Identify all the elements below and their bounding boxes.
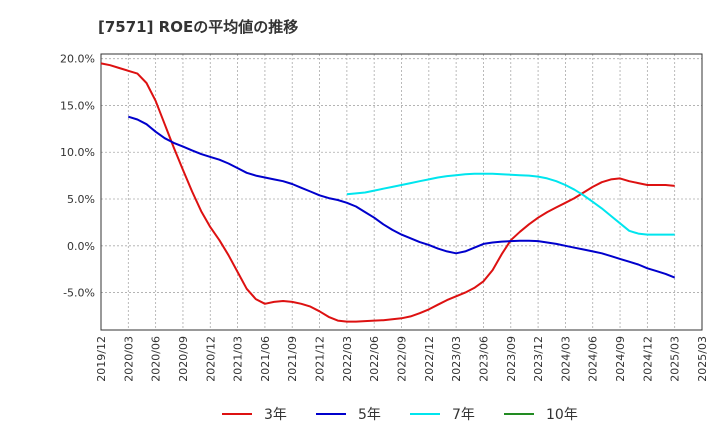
- grid: [100, 54, 703, 330]
- x-tick-label: 2024/06: [587, 336, 600, 382]
- x-tick-label: 2021/03: [232, 336, 245, 382]
- x-tick-label: 2020/03: [122, 336, 135, 382]
- series-lines: [100, 62, 676, 323]
- chart-title: [7571] ROEの平均値の推移: [98, 18, 298, 36]
- x-tick-label: 2023/03: [450, 336, 463, 382]
- x-tick-label: 2022/03: [341, 336, 354, 382]
- x-tick-label: 2024/12: [641, 336, 654, 382]
- x-tick-label: 2021/09: [286, 336, 299, 382]
- x-tick-label: 2022/12: [423, 336, 436, 382]
- y-tick-label: 20.0%: [60, 53, 95, 66]
- legend-label: 5年: [358, 407, 381, 423]
- x-tick-label: 2020/12: [204, 336, 217, 382]
- x-tick-label: 2023/09: [505, 336, 518, 382]
- x-tick-label: 2020/09: [177, 336, 190, 382]
- x-tick-label: 2020/06: [150, 336, 163, 382]
- x-tick-label: 2021/12: [314, 336, 327, 382]
- x-axis: 2019/12 2020/03 2020/06 2020/09 2020/12 2021/…: [95, 336, 709, 382]
- y-tick-label: 5.0%: [67, 193, 95, 206]
- legend: 3年 5年 7年 10年: [222, 407, 578, 423]
- x-tick-label: 2022/09: [396, 336, 409, 382]
- legend-label: 3年: [264, 407, 287, 423]
- x-tick-label: 2021/06: [259, 336, 272, 382]
- series-line-3年: [100, 62, 675, 323]
- y-axis: 20.0% 15.0% 10.0% 5.0% 0.0% -5.0%: [60, 53, 95, 300]
- x-tick-label: 2019/12: [95, 336, 108, 382]
- legend-label: 10年: [546, 407, 578, 423]
- x-tick-label: 2023/12: [532, 336, 545, 382]
- x-tick-label: 2022/06: [368, 336, 381, 382]
- y-tick-label: 10.0%: [60, 146, 95, 159]
- plot-frame: [100, 53, 703, 331]
- y-tick-label: 0.0%: [67, 240, 95, 253]
- x-tick-label: 2024/03: [559, 336, 572, 382]
- series-line-5年: [128, 115, 676, 279]
- x-tick-label: 2025/03: [669, 336, 682, 382]
- x-tick-label: 2023/06: [477, 336, 490, 382]
- legend-label: 7年: [452, 407, 475, 423]
- y-tick-label: 15.0%: [60, 99, 95, 112]
- x-tick-label: 2024/09: [614, 336, 627, 382]
- series-line-7年: [346, 172, 675, 236]
- x-tick-label: 2025/03: [696, 336, 709, 382]
- y-tick-label: -5.0%: [63, 287, 95, 300]
